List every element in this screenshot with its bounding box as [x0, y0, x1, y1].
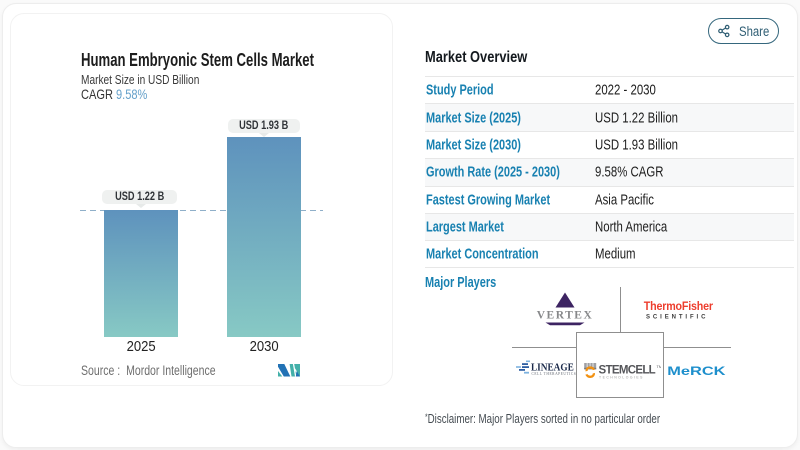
svg-text:VERTEX: VERTEX [537, 310, 594, 322]
svg-text:CELL THERAPEUTICS: CELL THERAPEUTICS [532, 372, 577, 376]
svg-text:STEMCELL: STEMCELL [599, 365, 656, 377]
svg-text:TM: TM [657, 365, 662, 369]
svg-text:SCIENTIFIC: SCIENTIFIC [646, 315, 708, 321]
svg-text:MeRCK: MeRCK [667, 365, 726, 377]
svg-text:TECHNOLOGIES: TECHNOLOGIES [599, 375, 644, 379]
svg-text:ThermoFisher: ThermoFisher [644, 301, 714, 313]
svg-text:LINEAGE: LINEAGE [531, 362, 574, 373]
